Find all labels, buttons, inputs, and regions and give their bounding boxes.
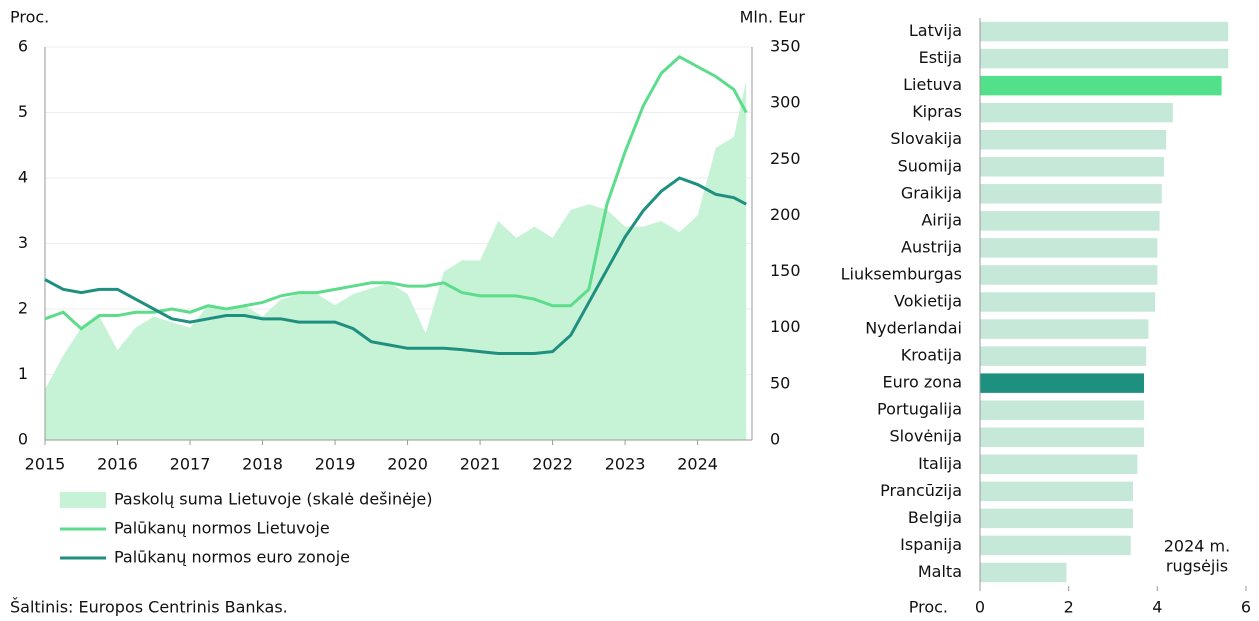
- y-tick-label: Kipras: [912, 102, 962, 121]
- bar: [980, 562, 1067, 583]
- x-tick-label: 0: [975, 598, 985, 617]
- y-tick-label: 5: [18, 102, 28, 121]
- y2-tick-label: 300: [770, 93, 801, 112]
- x-axis-title: Proc.: [909, 598, 948, 617]
- bar: [980, 48, 1229, 69]
- bar: [980, 454, 1138, 475]
- y-tick-label: Vokietija: [894, 292, 962, 311]
- legend-label: Palūkanų normos euro zonoje: [114, 548, 350, 567]
- y-tick-label: Ispanija: [900, 535, 962, 554]
- line: [44, 55, 748, 331]
- bar: [980, 265, 1158, 285]
- x-tick-label: 2015: [25, 455, 66, 474]
- line: [44, 176, 747, 356]
- bar: [980, 102, 1173, 123]
- y-axis-title: Proc.: [10, 8, 49, 27]
- y-tick-label: Nyderlandai: [865, 319, 962, 338]
- y-tick-label: 1: [18, 364, 28, 383]
- y-tick-label: Airija: [921, 210, 962, 229]
- y-tick-label: 3: [18, 233, 28, 252]
- x-tick-label: 2019: [315, 455, 356, 474]
- bar: [980, 535, 1131, 556]
- y-tick-label: Portugalija: [877, 400, 962, 419]
- y-tick-label: 6: [18, 37, 28, 56]
- x-tick-label: 2: [1064, 598, 1074, 617]
- bar: [980, 292, 1156, 312]
- y-tick-label: Austrija: [901, 237, 962, 256]
- y-tick-label: Suomija: [898, 156, 962, 175]
- bar: [980, 427, 1145, 447]
- y-tick-label: Prancūzija: [880, 481, 962, 500]
- legend-label: Paskolų suma Lietuvoje (skalė dešinėje): [114, 490, 432, 509]
- bar: [980, 21, 1229, 42]
- x-tick-label: 2024: [677, 455, 718, 474]
- x-tick-label: 2017: [170, 455, 211, 474]
- x-tick-label: 2023: [605, 455, 646, 474]
- y2-tick-label: 50: [770, 373, 790, 392]
- y2-tick-label: 100: [770, 317, 801, 336]
- x-tick-label: 4: [1152, 598, 1162, 617]
- legend-swatch: [60, 492, 106, 508]
- y-tick-label: Euro zona: [883, 373, 962, 392]
- y-tick-label: Latvija: [909, 21, 962, 40]
- y2-tick-label: 0: [770, 430, 780, 449]
- y-tick-label: 0: [18, 430, 28, 449]
- legend-label: Palūkanų normos Lietuvoje: [114, 519, 330, 538]
- y-tick-label: Liuksemburgas: [841, 264, 962, 283]
- bar: [980, 346, 1147, 366]
- bar: [980, 184, 1162, 204]
- y-tick-label: Estija: [919, 48, 962, 67]
- y2-tick-label: 250: [770, 149, 801, 168]
- bar: [980, 157, 1164, 177]
- annotation: rugsėjis: [1166, 557, 1228, 576]
- y2-tick-label: 150: [770, 261, 801, 280]
- bar: [980, 211, 1160, 231]
- bar: [980, 508, 1133, 529]
- x-tick-label: 2018: [242, 455, 283, 474]
- y-tick-label: Lietuva: [903, 75, 962, 94]
- x-tick-label: 2020: [387, 455, 428, 474]
- bar: [980, 319, 1149, 339]
- y-tick-label: Kroatija: [901, 346, 962, 365]
- x-tick-label: 6: [1241, 598, 1251, 617]
- bar: [980, 481, 1133, 502]
- bar: [980, 373, 1145, 393]
- source: Šaltinis: Europos Centrinis Bankas.: [10, 598, 288, 617]
- y-tick-label: 4: [18, 168, 28, 187]
- y2-tick-label: 350: [770, 37, 801, 56]
- x-tick-label: 2022: [532, 455, 573, 474]
- bar: [980, 129, 1167, 150]
- y2-axis-title: Mln. Eur: [740, 8, 806, 27]
- y-tick-label: Italija: [918, 454, 962, 473]
- bar: [980, 238, 1158, 258]
- bar: [980, 400, 1145, 420]
- x-tick-label: 2021: [460, 455, 501, 474]
- annotation: 2024 m.: [1164, 537, 1230, 556]
- y-tick-label: 2: [18, 299, 28, 318]
- y-tick-label: Malta: [918, 562, 962, 581]
- y-tick-label: Graikija: [901, 183, 962, 202]
- x-tick-label: 2016: [97, 455, 138, 474]
- y-tick-label: Slovėnija: [889, 427, 962, 446]
- y-tick-label: Slovakija: [890, 129, 962, 148]
- y-tick-label: Belgija: [908, 508, 962, 527]
- bar: [980, 75, 1222, 96]
- y2-tick-label: 200: [770, 205, 801, 224]
- area: [45, 80, 747, 440]
